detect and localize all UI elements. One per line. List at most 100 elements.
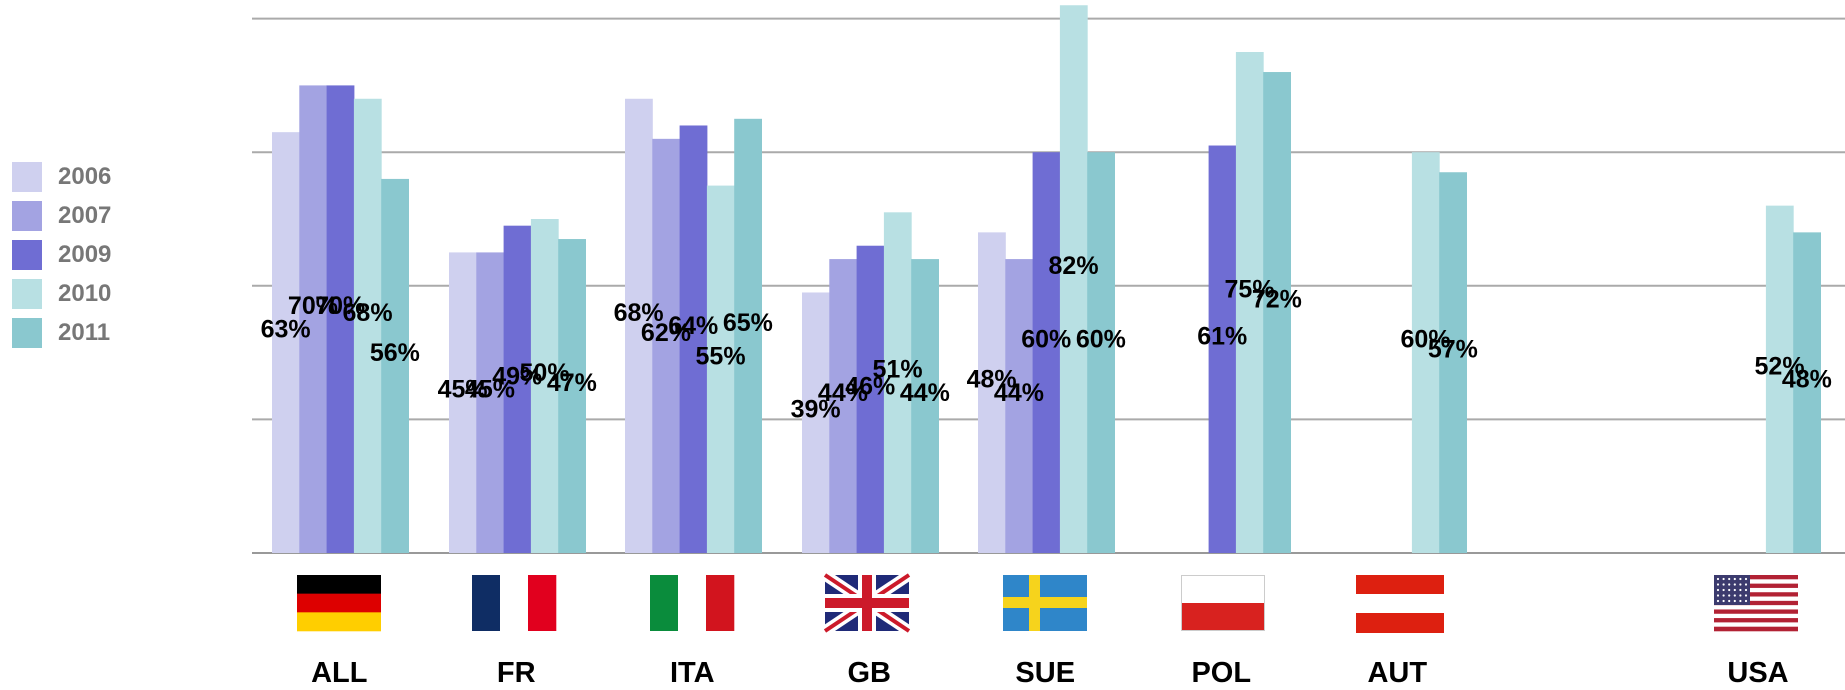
legend-item: 2010 [12, 274, 111, 313]
category-label: ITA [670, 657, 715, 689]
bar [503, 225, 532, 553]
data-label: 55% [696, 342, 746, 370]
data-labels: 63%70%70%68%56%45%45%49%50%47%68%62%64%5… [261, 252, 1832, 424]
bar [911, 259, 939, 553]
data-label: 57% [1428, 336, 1478, 364]
bar [326, 85, 355, 554]
data-label: 45% [438, 376, 488, 404]
legend-label: 2009 [58, 240, 112, 268]
bar [1263, 72, 1291, 553]
category-label: ALL [311, 657, 367, 689]
data-label: 44% [994, 379, 1044, 407]
bar [449, 252, 477, 553]
legend-item: 2009 [12, 235, 111, 274]
legend-label: 2007 [58, 201, 112, 229]
data-label: 51% [873, 356, 923, 384]
data-label: 63% [261, 316, 311, 344]
bar [272, 132, 300, 553]
bar [1235, 52, 1264, 553]
legend-swatch [12, 239, 42, 270]
data-label: 46% [845, 372, 895, 400]
poland-flag [1181, 575, 1265, 631]
data-label: 75% [1225, 276, 1275, 304]
data-label: 64% [668, 312, 718, 340]
bar [625, 98, 653, 553]
legend-swatch [12, 200, 42, 231]
bar [978, 232, 1006, 554]
legend-item: 2011 [12, 313, 111, 352]
data-label: 44% [900, 379, 950, 407]
data-label: 50% [520, 359, 570, 387]
bar [652, 138, 681, 553]
bar [1032, 152, 1061, 553]
data-label: 65% [723, 309, 773, 337]
bar [1765, 205, 1794, 553]
legend-swatch [12, 317, 42, 348]
bar [706, 185, 735, 553]
bar [530, 219, 559, 553]
data-label: 68% [614, 299, 664, 327]
bars [272, 5, 1821, 554]
bar [856, 245, 885, 553]
category-labels: ALL FR ITA GB SUE POL AUT USA [311, 657, 1789, 689]
data-label: 45% [465, 376, 515, 404]
germany-flag [297, 575, 381, 632]
uk-flag [821, 570, 913, 636]
category-label: SUE [1015, 657, 1075, 689]
data-label: 44% [818, 379, 868, 407]
data-label: 52% [1755, 352, 1805, 380]
bar [1087, 152, 1115, 553]
bar [353, 98, 382, 553]
legend-label: 2006 [58, 162, 112, 190]
data-label: 60% [1401, 326, 1451, 354]
data-label: 49% [492, 362, 542, 390]
legend-label: 2011 [58, 318, 111, 346]
legend-item: 2007 [12, 196, 111, 235]
bar [1208, 145, 1237, 553]
data-label: 70% [288, 292, 338, 320]
bar [381, 178, 409, 554]
legend-swatch [12, 278, 42, 309]
data-label: 82% [1049, 252, 1099, 280]
data-label: 39% [791, 396, 841, 424]
bar [679, 125, 708, 553]
bar [829, 259, 858, 553]
data-label: 60% [1021, 326, 1071, 354]
bar [1439, 172, 1467, 554]
data-label: 61% [1197, 322, 1247, 350]
bar [476, 252, 505, 553]
data-label: 47% [547, 369, 597, 397]
flags [297, 570, 1798, 636]
category-label: AUT [1367, 657, 1427, 689]
legend-label: 2010 [58, 279, 112, 307]
data-label: 62% [641, 319, 691, 347]
category-label: GB [848, 657, 892, 689]
category-label: POL [1191, 657, 1251, 689]
france-flag [472, 575, 557, 631]
bar [299, 85, 328, 554]
italy-flag [650, 575, 735, 631]
bar [1411, 152, 1440, 553]
data-label: 70% [315, 292, 365, 320]
legend-item: 2006 [12, 157, 111, 196]
bar [734, 118, 762, 554]
data-label: 48% [967, 366, 1017, 394]
bar [1005, 259, 1034, 553]
legend-swatch [12, 161, 42, 192]
data-label: 72% [1252, 286, 1302, 314]
bar [1793, 232, 1821, 554]
data-label: 56% [370, 339, 420, 367]
data-label: 60% [1076, 326, 1126, 354]
category-label: USA [1727, 657, 1788, 689]
data-label: 68% [343, 299, 393, 327]
usa-flag [1714, 575, 1798, 632]
data-label: 48% [1782, 366, 1832, 394]
sweden-flag [1003, 575, 1087, 631]
bar [1059, 5, 1088, 554]
bar [558, 239, 586, 554]
category-label: FR [497, 657, 536, 689]
legend: 2006 2007 2009 2010 2011 [12, 157, 111, 352]
austria-flag [1356, 575, 1444, 633]
bar [802, 292, 830, 553]
